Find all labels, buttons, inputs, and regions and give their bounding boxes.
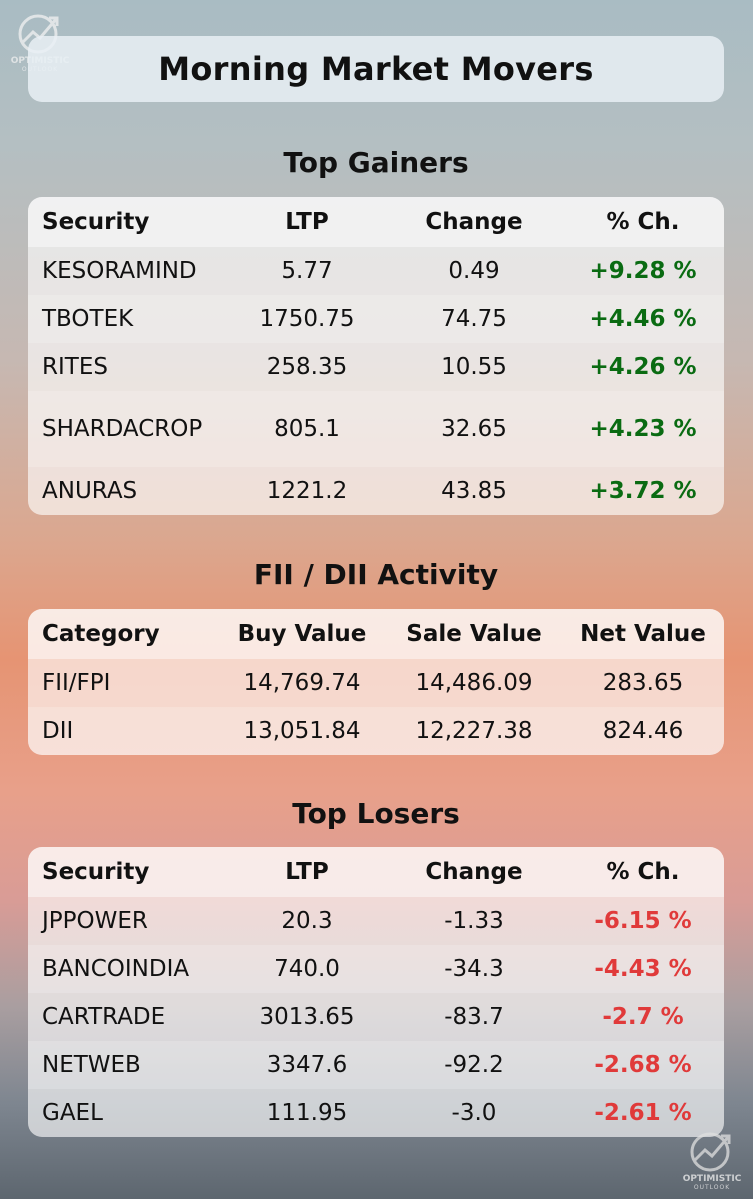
change-value: -1.33 xyxy=(444,908,504,934)
buy-value: 14,769.74 xyxy=(243,670,361,696)
security-name: BANCOINDIA xyxy=(42,956,190,982)
sale-value: 14,486.09 xyxy=(415,670,533,696)
change-value: -92.2 xyxy=(444,1052,504,1078)
change-value: 32.65 xyxy=(441,416,507,442)
change-value: 0.49 xyxy=(448,258,500,284)
ltp-value: 5.77 xyxy=(281,258,333,284)
header-pct-change: % Ch. xyxy=(606,209,680,235)
header-ltp: LTP xyxy=(285,209,329,235)
ltp-value: 111.95 xyxy=(266,1100,348,1126)
pct-change-value: -2.7 % xyxy=(602,1004,684,1030)
ltp-value: 3347.6 xyxy=(266,1052,348,1078)
table-row: JPPOWER 20.3 -1.33 -6.15 % xyxy=(28,897,724,945)
table-row: TBOTEK 1750.75 74.75 +4.46 % xyxy=(28,295,724,343)
security-name: GAEL xyxy=(42,1100,103,1126)
gainers-table: Security LTP Change % Ch. KESORAMIND 5.7… xyxy=(28,197,724,515)
table-row: KESORAMIND 5.77 0.49 +9.28 % xyxy=(28,247,724,295)
pct-change-value: +4.46 % xyxy=(589,306,697,332)
security-name: JPPOWER xyxy=(42,908,148,934)
pct-change-value: -4.43 % xyxy=(594,956,692,982)
change-value: -34.3 xyxy=(444,956,504,982)
table-header: Security LTP Change % Ch. xyxy=(28,197,724,247)
losers-title: Top Losers xyxy=(292,797,460,830)
table-row: RITES 258.35 10.55 +4.26 % xyxy=(28,343,724,391)
table-row: NETWEB 3347.6 -92.2 -2.68 % xyxy=(28,1041,724,1089)
category-name: DII xyxy=(42,718,74,744)
table-row: ANURAS 1221.2 43.85 +3.72 % xyxy=(28,467,724,515)
pct-change-value: +4.23 % xyxy=(589,416,697,442)
ltp-value: 258.35 xyxy=(266,354,348,380)
header-pct-change: % Ch. xyxy=(606,859,680,885)
chart-arrow-icon xyxy=(690,1132,731,1172)
pct-change-value: +4.26 % xyxy=(589,354,697,380)
header-sale-value: Sale Value xyxy=(406,621,542,647)
table-row: BANCOINDIA 740.0 -34.3 -4.43 % xyxy=(28,945,724,993)
net-value: 283.65 xyxy=(602,670,684,696)
pct-change-value: +3.72 % xyxy=(589,478,697,504)
pct-change-value: -6.15 % xyxy=(594,908,692,934)
buy-value: 13,051.84 xyxy=(243,718,361,744)
pct-change-value: +9.28 % xyxy=(589,258,697,284)
header-category: Category xyxy=(42,621,160,647)
table-row: CARTRADE 3013.65 -83.7 -2.7 % xyxy=(28,993,724,1041)
gainers-title: Top Gainers xyxy=(283,146,469,179)
table-row: GAEL 111.95 -3.0 -2.61 % xyxy=(28,1089,724,1137)
change-value: -83.7 xyxy=(444,1004,504,1030)
fii-dii-title: FII / DII Activity xyxy=(253,558,499,591)
header-change: Change xyxy=(425,209,523,235)
losers-table: Security LTP Change % Ch. JPPOWER 20.3 -… xyxy=(28,847,724,1137)
change-value: 43.85 xyxy=(441,478,507,504)
table-header: Category Buy Value Sale Value Net Value xyxy=(28,609,724,659)
security-name: NETWEB xyxy=(42,1052,141,1078)
ltp-value: 20.3 xyxy=(281,908,333,934)
ltp-value: 1750.75 xyxy=(259,306,355,332)
header-security: Security xyxy=(42,209,150,235)
table-row: FII/FPI 14,769.74 14,486.09 283.65 xyxy=(28,659,724,707)
page-title: Morning Market Movers xyxy=(158,50,594,88)
header-security: Security xyxy=(42,859,150,885)
table-row: SHARDACROP 805.1 32.65 +4.23 % xyxy=(28,391,724,467)
net-value: 824.46 xyxy=(602,718,684,744)
security-name: CARTRADE xyxy=(42,1004,166,1030)
ltp-value: 740.0 xyxy=(274,956,340,982)
pct-change-value: -2.68 % xyxy=(594,1052,692,1078)
security-name: KESORAMIND xyxy=(42,258,197,284)
change-value: 10.55 xyxy=(441,354,507,380)
change-value: -3.0 xyxy=(451,1100,497,1126)
brand-logo-watermark: OPTIMISTIC OUTLOOK xyxy=(680,1128,744,1191)
header-change: Change xyxy=(425,859,523,885)
ltp-value: 3013.65 xyxy=(259,1004,355,1030)
ltp-value: 1221.2 xyxy=(266,478,348,504)
table-header: Security LTP Change % Ch. xyxy=(28,847,724,897)
security-name: TBOTEK xyxy=(42,306,134,332)
pct-change-value: -2.61 % xyxy=(594,1100,692,1126)
logo-sub: OUTLOOK xyxy=(693,1184,731,1191)
category-name: FII/FPI xyxy=(42,670,111,696)
page-title-card: Morning Market Movers xyxy=(28,36,724,102)
header-buy-value: Buy Value xyxy=(237,621,367,647)
security-name: ANURAS xyxy=(42,478,138,504)
ltp-value: 805.1 xyxy=(274,416,340,442)
header-ltp: LTP xyxy=(285,859,329,885)
logo-name: OPTIMISTIC xyxy=(682,1174,742,1184)
security-name: SHARDACROP xyxy=(42,416,203,442)
fii-dii-table: Category Buy Value Sale Value Net Value … xyxy=(28,609,724,755)
change-value: 74.75 xyxy=(441,306,507,332)
sale-value: 12,227.38 xyxy=(415,718,533,744)
table-row: DII 13,051.84 12,227.38 824.46 xyxy=(28,707,724,755)
header-net-value: Net Value xyxy=(580,621,706,647)
security-name: RITES xyxy=(42,354,108,380)
